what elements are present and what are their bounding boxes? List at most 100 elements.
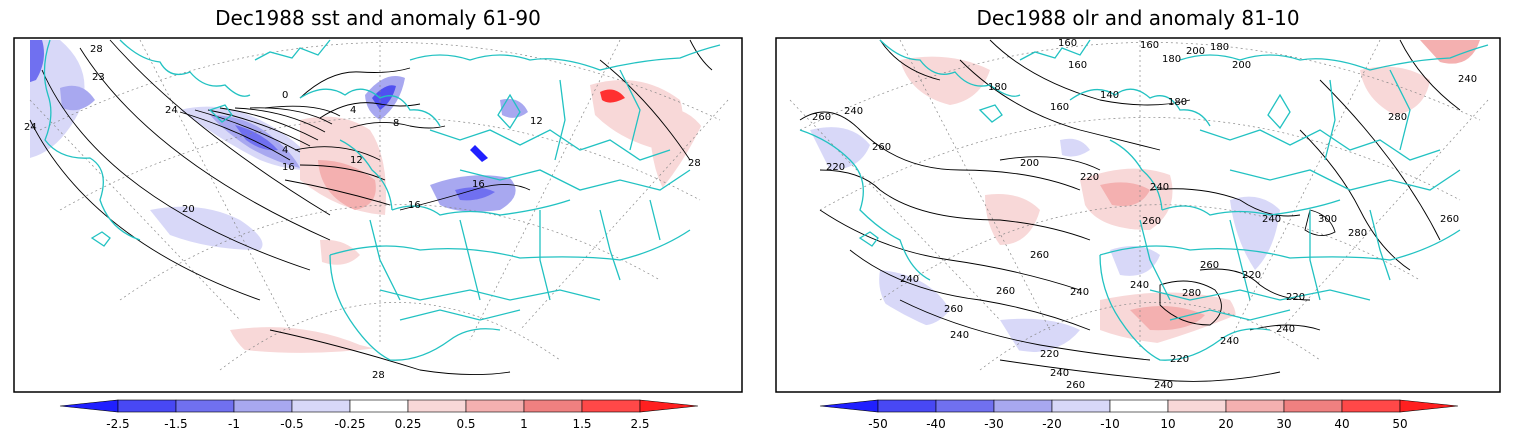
olr-coastlines [799,39,1489,361]
colorbar-tick: -0.25 [334,417,365,430]
contour-label: 280 [1388,112,1407,123]
colorbar-tick: -20 [1042,417,1062,430]
colorbar-box [581,399,641,413]
contour-label: 260 [944,304,963,315]
contour-label: 20 [182,204,195,215]
colorbar-tick: -0.5 [280,417,303,430]
contour-label: 8 [393,118,399,129]
contour-label: 240 [844,106,863,117]
contour-label: 200 [1020,158,1039,169]
contour-label: 240 [1070,287,1089,298]
anomaly-positive-region [1420,40,1480,64]
contour-label: 280 [1348,228,1367,239]
contour-label: 260 [1440,214,1459,225]
contour-label: 220 [1242,270,1261,281]
colorbar-box [465,399,525,413]
contour-label: 28 [90,44,103,55]
colorbar-box [993,399,1053,413]
colorbar-box [935,399,995,413]
contour-label: 28 [688,158,701,169]
olr-graticule [789,39,1489,371]
contour-label: 240 [1154,380,1173,391]
contour-label: 240 [1262,214,1281,225]
colorbar-box [1167,399,1227,413]
colorbar-box [175,399,235,413]
anomaly-positive-region [1360,66,1430,115]
anomaly-negative-region [470,145,488,162]
contour-label: 240 [1458,74,1477,85]
contour-label: 240 [1150,182,1169,193]
contour-label: 180 [1162,54,1181,65]
colorbar-tick: 30 [1276,417,1291,430]
anomaly-negative-region [150,206,263,250]
colorbar-tick: -40 [926,417,946,430]
olr-colorbar: -50 -40 -30 -20 -10 10 20 30 40 50 [819,399,1459,430]
colorbar-box [407,399,467,413]
contour-label: 240 [1050,368,1069,379]
sst-map-title: Dec1988 sst and anomaly 61-90 [215,6,541,30]
contour-label: 200 [1232,60,1251,71]
anomaly-negative-region [500,98,528,118]
colorbar-tick: 40 [1334,417,1349,430]
anomaly-positive-region [318,160,376,210]
anomaly-negative-region [455,187,495,201]
anomaly-negative-region [1110,246,1160,276]
colorbar-tick: -1.5 [164,417,187,430]
colorbar-tick: 50 [1392,417,1407,430]
colorbar-tick: 1.5 [572,417,591,430]
colorbar-box [233,399,293,413]
contour-label: 24 [24,122,37,133]
colorbar-arrow-left [819,399,879,413]
colorbar-tick: 1 [520,417,528,430]
anomaly-positive-region [1130,306,1205,331]
colorbar-tick: 20 [1218,417,1233,430]
colorbar-box [1109,399,1169,413]
sst-map-panel: 28 23 24 24 0 4 4 8 12 16 16 20 16 28 28… [13,37,743,393]
contour-label: 160 [1058,38,1077,49]
contour-label: 260 [1142,216,1161,227]
contour-label: 260 [812,112,831,123]
contour-label: 260 [1066,380,1085,391]
colorbar-box [1051,399,1111,413]
contour-label: 0 [282,90,288,101]
contour-label: 240 [900,274,919,285]
contour-label: 240 [1130,280,1149,291]
colorbar-tick: 0.25 [395,417,422,430]
contour-label: 24 [165,105,178,116]
colorbar-tick: -50 [868,417,888,430]
anomaly-positive-region [600,89,625,103]
anomaly-positive-region [1100,182,1150,206]
contour-label: 28 [372,370,385,381]
contour-label: 220 [826,162,845,173]
contour-label: 140 [1100,90,1119,101]
contour-label: 23 [92,72,105,83]
colorbar-box [349,399,409,413]
colorbar-arrow-right [639,399,699,413]
colorbar-box [291,399,351,413]
anomaly-negative-region [810,127,870,170]
contour-label: 260 [996,286,1015,297]
colorbar-box [523,399,583,413]
contour-label: 160 [1068,60,1087,71]
contour-label: 220 [1170,354,1189,365]
contour-label: 16 [282,162,295,173]
contour-label: 180 [988,82,1007,93]
contour-label: 280 [1182,288,1201,299]
contour-label: 160 [1140,40,1159,51]
contour-label: 12 [530,116,543,127]
colorbar-tick: -10 [1100,417,1120,430]
sst-coastlines [43,39,721,361]
contour-label: 180 [1168,97,1187,108]
contour-label: 240 [950,330,969,341]
colorbar-tick: 2.5 [630,417,649,430]
contour-label: 16 [472,179,485,190]
colorbar-tick: -1 [228,417,240,430]
colorbar-box [1283,399,1343,413]
colorbar-box [1341,399,1401,413]
anomaly-negative-region [1060,138,1090,157]
anomaly-negative-region [235,125,278,151]
contour-label: 240 [1220,336,1239,347]
colorbar-box [877,399,937,413]
olr-map-panel: 160 160 180 200 180 180 160 140 180 160 … [775,37,1501,393]
